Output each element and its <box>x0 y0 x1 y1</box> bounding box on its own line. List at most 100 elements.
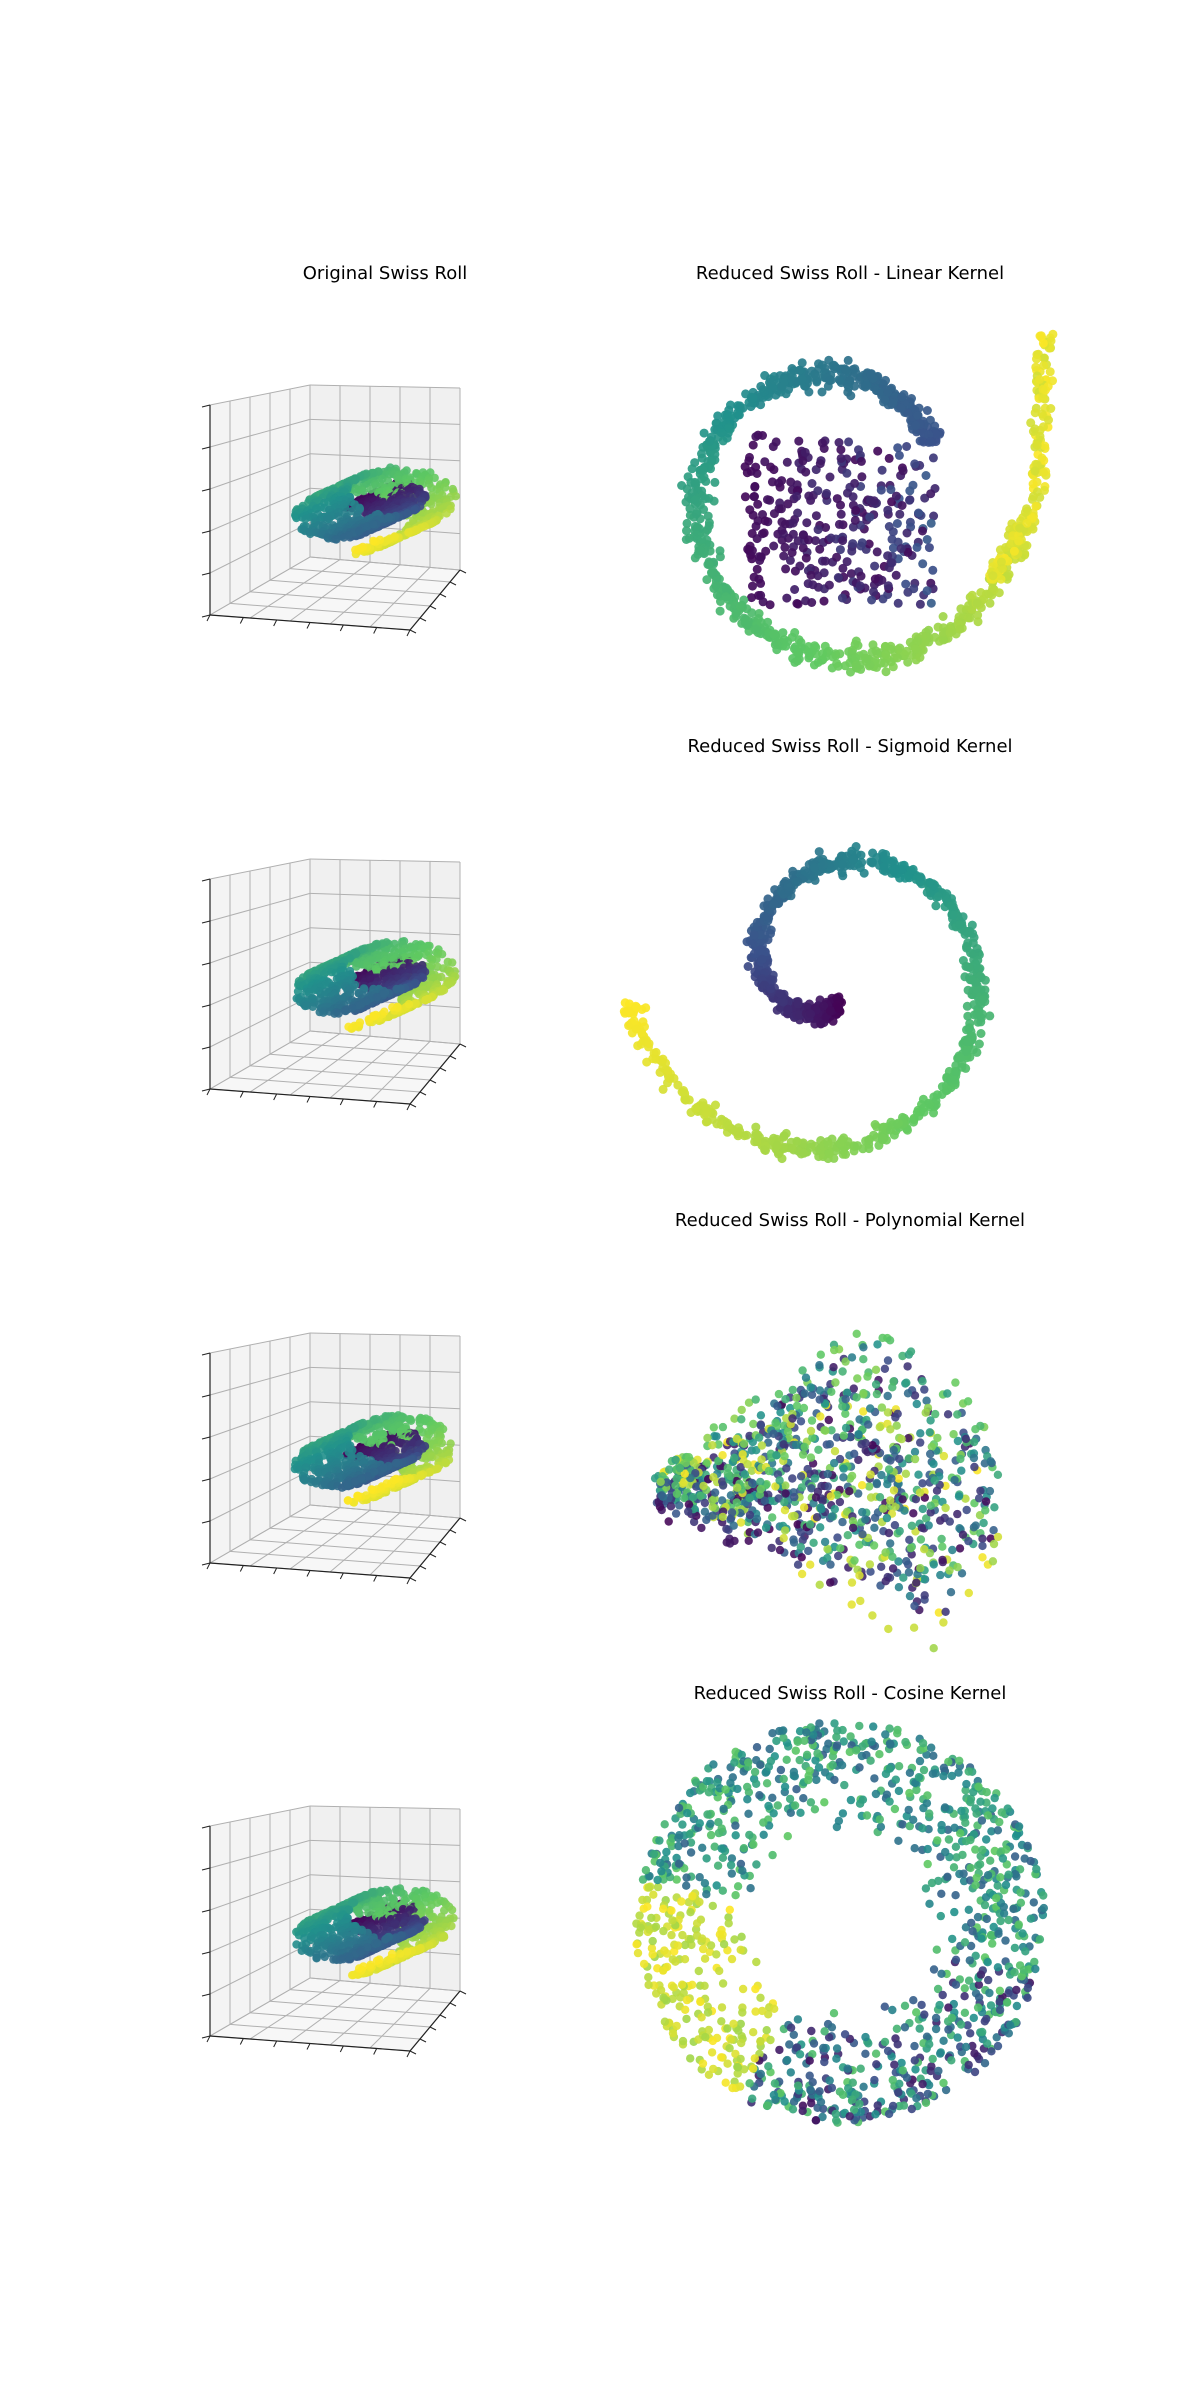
scatter-point <box>850 478 860 488</box>
scatter-point <box>699 505 709 514</box>
scatter-point <box>804 535 813 545</box>
y-tick <box>439 1067 447 1072</box>
grid-line <box>209 384 311 406</box>
scatter-point <box>300 1476 309 1485</box>
scatter-point <box>391 1458 401 1468</box>
grid-line <box>309 1874 461 1883</box>
scatter-point <box>343 1480 352 1489</box>
scatter-point <box>388 1003 397 1012</box>
scatter-point <box>794 365 804 375</box>
scatter-point <box>437 950 447 959</box>
grid-line <box>229 1076 421 1093</box>
scatter-point <box>797 374 807 384</box>
scatter-point <box>747 554 757 564</box>
scatter-point <box>344 1022 353 1031</box>
scatter-point <box>835 649 845 659</box>
scatter-point <box>785 555 795 565</box>
scatter-point <box>381 1935 390 1944</box>
scatter-point <box>432 1464 441 1474</box>
x-tick <box>273 1567 278 1575</box>
scatter-point <box>846 569 856 579</box>
scatter-point <box>787 548 797 558</box>
scatter-point <box>697 453 707 463</box>
scatter-point <box>363 1472 372 1481</box>
scatter-point <box>806 495 816 505</box>
x-tick <box>306 2043 311 2050</box>
scatter-point <box>902 646 912 656</box>
scatter-point <box>806 570 816 580</box>
scatter-point <box>809 660 819 670</box>
scatter-point <box>753 499 763 509</box>
y-axis <box>409 1043 461 1105</box>
scatter-point <box>690 495 700 505</box>
z-tick <box>201 1867 211 1871</box>
y-tick <box>429 1079 437 1084</box>
scatter-point <box>836 509 846 519</box>
scatter-point <box>787 371 797 381</box>
pane-left <box>210 1806 310 2036</box>
scatter-point <box>924 430 934 440</box>
scatter-point <box>392 1920 401 1929</box>
scatter-point <box>802 518 812 528</box>
grid-line <box>229 2023 421 2040</box>
z-tick <box>201 1436 211 1440</box>
scatter-point <box>388 1427 397 1436</box>
scatter-point <box>685 504 695 514</box>
scatter-point <box>895 509 905 519</box>
grid-line <box>209 1839 311 1869</box>
scatter-point <box>851 660 861 670</box>
scatter-point <box>433 1898 442 1907</box>
scatter-point <box>909 584 919 594</box>
y-tick <box>449 2002 457 2007</box>
scatter-point <box>851 505 861 515</box>
z-tick <box>201 1520 211 1524</box>
x-tick <box>306 622 311 629</box>
y-tick <box>459 1517 467 1522</box>
scatter-point <box>901 579 911 589</box>
y-tick <box>449 581 457 586</box>
scatter-point <box>352 962 361 971</box>
scatter-point <box>350 1424 359 1433</box>
grid-line <box>309 1977 461 1992</box>
x-tick <box>406 1103 411 1111</box>
scatter-point <box>910 644 920 654</box>
grid-line <box>249 1980 341 2040</box>
scatter-point <box>883 505 893 515</box>
scatter-point <box>897 392 907 402</box>
scatter-point <box>848 539 858 549</box>
scatter-point <box>922 406 932 415</box>
scatter-point <box>911 420 921 430</box>
scatter-point <box>741 389 751 399</box>
scatter-point <box>857 538 867 548</box>
scatter-point <box>836 500 845 510</box>
x-tick <box>239 1565 244 1572</box>
scatter-point <box>766 462 776 472</box>
scatter-point <box>406 1416 416 1425</box>
scatter-point <box>838 536 848 546</box>
x-tick <box>339 624 344 632</box>
scatter-point <box>891 570 901 580</box>
scatter-point <box>905 637 915 647</box>
scatter-point <box>895 643 905 653</box>
grid-line <box>289 1516 451 1531</box>
scatter-point <box>915 436 925 446</box>
scatter-point <box>866 369 876 379</box>
scatter-point <box>391 1474 401 1484</box>
scatter-point <box>873 446 883 456</box>
scatter-point <box>907 394 916 403</box>
scatter-point <box>691 524 701 534</box>
x-tick <box>206 2035 211 2043</box>
scatter-point <box>921 471 931 480</box>
scatter-point <box>682 518 692 528</box>
scatter-point <box>913 411 923 421</box>
x-tick <box>406 2050 411 2058</box>
grid-line <box>309 1030 461 1045</box>
scatter-point <box>867 595 877 605</box>
grid-line <box>329 564 401 625</box>
scatter-point <box>447 1905 457 1915</box>
scatter-point <box>811 370 821 380</box>
scatter-point <box>410 506 419 515</box>
scatter-point <box>356 1474 366 1483</box>
scatter-point <box>897 501 907 510</box>
scatter-point <box>765 495 775 505</box>
